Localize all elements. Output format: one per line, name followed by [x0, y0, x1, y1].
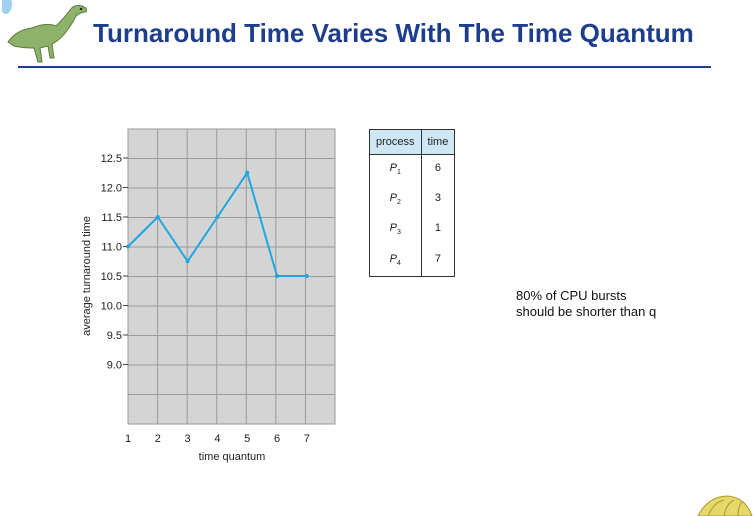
y-tick-label: 12.0: [101, 183, 122, 195]
process-name: P: [389, 192, 397, 205]
data-point: [275, 274, 279, 278]
table-body: P1 6 P2 3 P3 1 P4 7: [369, 154, 456, 277]
x-ticks: 1 2 3 4 5 6 7: [125, 433, 310, 445]
data-point: [304, 274, 309, 278]
x-tick-label: 2: [155, 433, 161, 445]
x-tick-label: 1: [125, 433, 131, 445]
title-divider: [18, 66, 711, 68]
process-name-cell: P2: [369, 185, 422, 216]
grid-lines: [128, 129, 335, 424]
y-tick-label: 12.5: [101, 153, 122, 165]
column-header-process: process: [369, 129, 422, 155]
quantum-note: 80% of CPU bursts should be shorter than…: [516, 288, 656, 320]
table-row: P2 3: [369, 185, 456, 216]
process-name-cell: P4: [369, 245, 422, 277]
process-subscript: 1: [396, 169, 401, 177]
y-ticks: 12.5 12.0 11.5 11.0 10.5 10.0 9.5 9.0: [101, 153, 128, 372]
data-point: [245, 170, 250, 175]
table-header-row: process time: [369, 129, 456, 155]
process-subscript: 3: [396, 229, 401, 237]
x-axis-label: time quantum: [199, 451, 266, 463]
note-line: should be shorter than q: [516, 304, 657, 319]
y-tick-label: 9.0: [107, 360, 122, 372]
data-point: [155, 215, 160, 219]
table-row: P3 1: [369, 215, 456, 246]
data-point: [126, 244, 130, 249]
burst-time-cell: 6: [420, 154, 456, 186]
process-name: P: [389, 252, 397, 265]
y-tick-label: 11.5: [101, 212, 122, 224]
process-subscript: 2: [396, 199, 401, 207]
x-tick-label: 4: [214, 433, 220, 445]
process-name-cell: P3: [369, 215, 422, 246]
slide-title: Turnaround Time Varies With The Time Qua…: [93, 18, 694, 48]
x-tick-label: 3: [185, 433, 191, 445]
data-point: [215, 215, 220, 219]
burst-time-cell: 7: [420, 245, 456, 277]
process-table: process time P1 6 P2 3 P3 1 P4 7: [369, 129, 456, 277]
x-tick-label: 5: [244, 433, 250, 445]
decorative-leaf: [697, 495, 753, 516]
data-points: [126, 170, 309, 278]
burst-time-cell: 1: [420, 215, 456, 246]
table-row: P1 6: [369, 154, 456, 186]
data-point: [185, 259, 190, 264]
table-row: P4 7: [369, 245, 456, 277]
x-tick-label: 7: [304, 433, 310, 445]
column-header-time: time: [420, 129, 456, 155]
y-tick-label: 10.5: [101, 271, 122, 283]
y-tick-label: 10.0: [101, 301, 122, 313]
y-axis-label: average turnaround time: [81, 216, 93, 336]
note-line: 80% of CPU bursts: [516, 288, 627, 303]
y-tick-label: 9.5: [107, 330, 122, 342]
process-name: P: [389, 222, 397, 235]
burst-time-cell: 3: [420, 185, 456, 216]
x-tick-label: 6: [274, 433, 280, 445]
process-name-cell: P1: [369, 154, 422, 186]
process-name: P: [389, 162, 397, 174]
dinosaur-logo: [2, 0, 87, 63]
process-subscript: 4: [396, 259, 401, 267]
y-tick-label: 11.0: [101, 242, 122, 254]
